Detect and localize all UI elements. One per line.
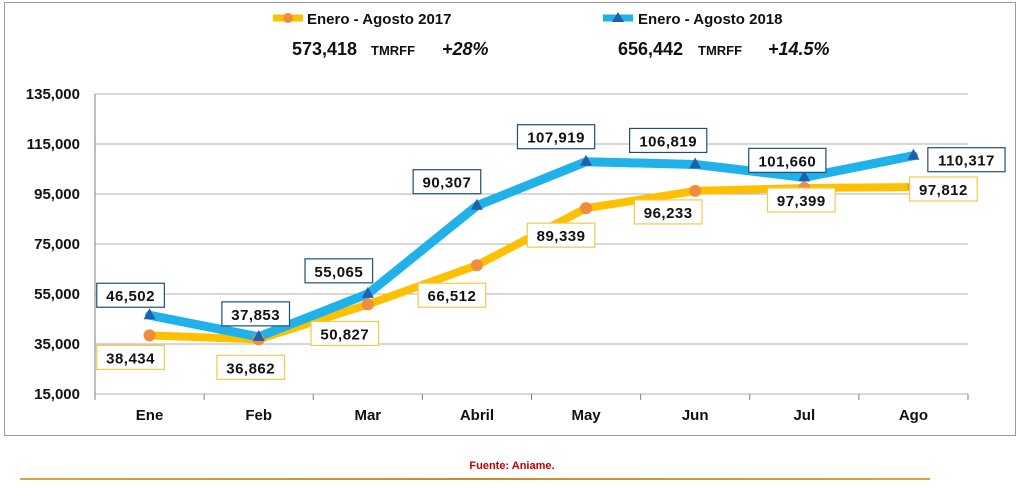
x-tick-label: Jul (793, 407, 815, 424)
data-label-2017: 50,827 (310, 320, 380, 347)
data-label-text: 97,812 (919, 182, 968, 199)
data-label-2018: 110,317 (927, 147, 1006, 173)
legend-marker-2018 (612, 12, 624, 22)
data-label-box (417, 282, 487, 308)
x-tick-label: May (571, 407, 601, 424)
data-label-box (766, 187, 836, 213)
data-label-text: 96,233 (644, 205, 693, 222)
data-label-2017: 97,399 (766, 187, 836, 213)
data-label-box (412, 169, 482, 195)
data-label-2018: 90,307 (412, 169, 482, 195)
data-label-2018: 55,065 (304, 258, 374, 284)
data-label-text: 36,862 (226, 360, 275, 377)
data-label-text: 66,512 (427, 288, 476, 305)
x-tick-label: Jun (682, 407, 709, 424)
data-label-box (304, 258, 374, 284)
data-label-text: 37,853 (231, 307, 280, 324)
data-label-2017: 89,339 (526, 222, 596, 248)
legend-label-2017: Enero - Agosto 2017 (307, 11, 451, 28)
data-labels: 38,434 36,862 50,827 66,512 89,339 96,233 97,3… (96, 124, 1006, 380)
data-point-2017 (580, 202, 593, 215)
divider (20, 478, 930, 480)
data-label-text: 90,307 (422, 175, 471, 192)
data-label-text: 38,434 (106, 350, 155, 367)
x-tick-label: Feb (245, 407, 272, 424)
data-label-2017: 66,512 (417, 282, 487, 308)
y-tick-label: 115,000 (27, 136, 80, 153)
y-tick-label: 55,000 (34, 286, 80, 303)
x-axis: Ene Feb Mar Abril May Jun Jul Ago (136, 407, 928, 424)
data-point-2018 (361, 286, 374, 298)
data-point-2017 (470, 259, 483, 272)
growth-2017: +28% (442, 39, 489, 59)
data-label-box (96, 344, 165, 371)
data-label-box (216, 354, 286, 380)
source-note: Fuente: Aniame. (469, 460, 555, 472)
y-tick-label: 35,000 (34, 336, 80, 353)
data-point-2018 (798, 170, 811, 182)
y-tick-label: 15,000 (34, 386, 80, 403)
x-tick-label: Ene (136, 407, 164, 424)
data-label-text: 46,502 (106, 288, 155, 305)
data-label-box (633, 199, 703, 225)
legend: Enero - Agosto 2017 Enero - Agosto 2018 … (273, 11, 830, 59)
x-tick-label: Ago (899, 407, 928, 424)
data-label-text: 97,399 (777, 193, 826, 210)
data-point-2017 (361, 298, 374, 311)
growth-2018: +14.5% (768, 39, 830, 59)
data-label-box (526, 222, 596, 248)
data-label-2018: 107,919 (516, 124, 596, 150)
data-point-2017 (689, 184, 702, 197)
data-label-text: 89,339 (537, 228, 586, 245)
unit-2017: TMRFF (371, 43, 415, 58)
y-tick-label: 95,000 (34, 186, 80, 203)
unit-2018: TMRFF (698, 43, 742, 58)
data-label-text: 50,827 (320, 326, 369, 343)
series-line-2018 (145, 151, 918, 342)
data-point-2017 (143, 329, 156, 342)
data-point-2018 (580, 154, 593, 166)
x-tick-label: Abril (460, 407, 494, 424)
data-label-box (310, 320, 380, 347)
data-label-box (221, 301, 291, 327)
y-tick-label: 135,000 (26, 86, 80, 103)
legend-label-2018: Enero - Agosto 2018 (638, 11, 782, 28)
total-2017: 573,418 (292, 39, 357, 59)
data-label-text: 107,919 (527, 130, 585, 147)
data-point-2018 (143, 308, 156, 320)
data-label-2017: 38,434 (96, 344, 165, 371)
chart-frame (4, 2, 1016, 436)
data-point-2018 (252, 329, 265, 341)
data-label-box (628, 127, 708, 154)
data-label-box (748, 147, 827, 173)
data-point-2018 (470, 198, 483, 210)
data-label-2018: 46,502 (96, 282, 165, 308)
data-label-text: 106,819 (639, 133, 697, 150)
data-label-text: 110,317 (938, 153, 995, 170)
data-label-2018: 101,660 (748, 147, 827, 173)
data-label-2018: 37,853 (221, 301, 291, 327)
data-point-2018 (689, 157, 702, 169)
data-label-text: 55,065 (314, 264, 363, 281)
data-label-2017: 97,812 (909, 176, 978, 202)
data-label-box (516, 124, 596, 150)
y-tick-label: 75,000 (34, 236, 80, 253)
legend-marker-2017 (283, 13, 293, 23)
data-label-text: 101,660 (758, 153, 816, 170)
data-label-box (96, 282, 165, 308)
total-2018: 656,442 (618, 39, 683, 59)
y-axis: 15,000 35,000 55,000 75,000 95,000 115,000 135… (26, 86, 80, 403)
data-label-box (927, 147, 1006, 173)
data-label-2017: 36,862 (216, 354, 286, 380)
x-tick-label: Mar (354, 407, 381, 424)
data-label-box (909, 176, 978, 202)
data-label-2018: 106,819 (628, 127, 708, 154)
data-label-2017: 96,233 (633, 199, 703, 225)
data-point-2018 (907, 148, 920, 160)
